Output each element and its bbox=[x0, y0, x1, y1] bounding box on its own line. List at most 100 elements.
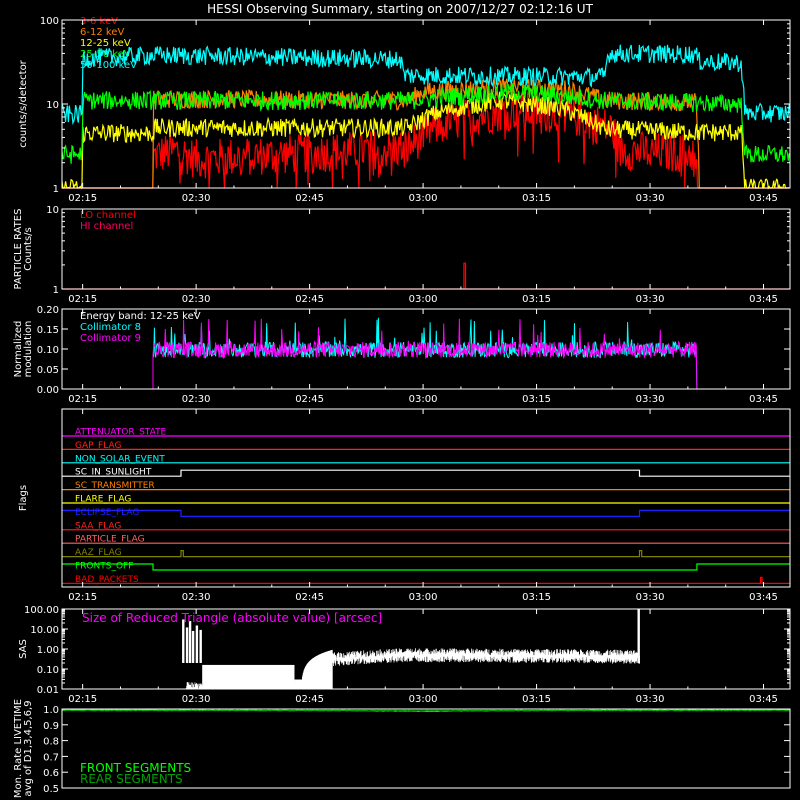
x-tick-label: 02:45 bbox=[295, 294, 324, 305]
flag-label: PARTICLE_FLAG bbox=[75, 535, 145, 545]
x-tick-label: 03:30 bbox=[636, 193, 665, 204]
flag-label: FLARE_FLAG bbox=[75, 495, 131, 505]
panel-flags: ATTENUATOR_STATE GAP_FLAG NON_SOLAR_EVENT S… bbox=[18, 408, 791, 603]
x-tick-label: 03:30 bbox=[636, 394, 665, 405]
x-tick-label: 02:30 bbox=[182, 294, 211, 305]
series-line bbox=[61, 83, 790, 164]
x-tick-label: 03:45 bbox=[749, 394, 778, 405]
series-line bbox=[61, 709, 790, 712]
y-tick-label: 1 bbox=[53, 184, 59, 195]
legend-entry: REAR SEGMENTS bbox=[80, 772, 183, 786]
y-tick-label: 0.00 bbox=[37, 385, 59, 396]
y-tick-label: 1.00 bbox=[37, 645, 59, 656]
legend-entry: Collimator 8 bbox=[80, 322, 141, 333]
x-tick-label: 02:15 bbox=[68, 294, 97, 305]
y-axis-label: Mon. Rate LIVETIME bbox=[13, 699, 24, 798]
legend-entry: 3-6 keV bbox=[80, 16, 118, 27]
flag-line bbox=[62, 576, 790, 584]
legend-entry: 50-100 keV bbox=[80, 60, 137, 71]
series-line bbox=[61, 44, 790, 126]
x-tick-label: 02:30 bbox=[182, 592, 211, 603]
flag-label: AAZ_FLAG bbox=[75, 548, 122, 558]
x-tick-label: 03:30 bbox=[636, 694, 665, 705]
y-axis-label: SAS bbox=[18, 639, 29, 659]
chart-title: HESSI Observing Summary, starting on 200… bbox=[207, 2, 593, 16]
x-tick-label: 03:15 bbox=[522, 294, 551, 305]
y-tick-label: 0.10 bbox=[37, 665, 59, 676]
x-tick-label: 02:15 bbox=[68, 193, 97, 204]
x-tick-label: 03:15 bbox=[522, 193, 551, 204]
flag-label: ECLIPSE_FLAG bbox=[75, 508, 139, 518]
x-tick-label: 03:00 bbox=[409, 193, 438, 204]
x-tick-label: 03:45 bbox=[749, 193, 778, 204]
y-tick-label: 10 bbox=[46, 100, 59, 111]
y-axis-label: PARTICLE RATES bbox=[13, 209, 24, 290]
x-tick-label: 02:45 bbox=[295, 394, 324, 405]
y-tick-label: 10 bbox=[46, 205, 59, 216]
legend-entry: HI channel bbox=[80, 221, 133, 232]
flag-label: GAP_FLAG bbox=[75, 441, 121, 451]
y-tick-label: 10.00 bbox=[30, 625, 59, 636]
flag-label: SC_TRANSMITTER bbox=[75, 481, 155, 491]
x-tick-label: 02:15 bbox=[68, 592, 97, 603]
y-tick-label: 0.20 bbox=[37, 305, 59, 316]
flag-label: SAA_FLAG bbox=[75, 521, 121, 531]
x-tick-label: 02:30 bbox=[182, 694, 211, 705]
y-tick-label: 0.6 bbox=[43, 768, 59, 779]
y-tick-label: 1 bbox=[53, 285, 59, 296]
series-line bbox=[62, 318, 790, 390]
x-tick-label: 02:15 bbox=[68, 694, 97, 705]
series-line bbox=[62, 317, 790, 390]
panel-sas: Size of Reduced Triangle (absolute value… bbox=[18, 605, 791, 705]
y-tick-label: 0.7 bbox=[43, 752, 59, 763]
y-axis-label: modulation bbox=[23, 321, 34, 378]
y-axis-label: Normalized bbox=[13, 321, 24, 378]
flag-line bbox=[62, 550, 790, 558]
y-axis-label: avg of D1,3,4,5,6,9 bbox=[23, 700, 34, 796]
flag-label: BAD_PACKETS bbox=[75, 575, 139, 585]
y-axis-label: Flags bbox=[18, 485, 29, 511]
x-tick-label: 03:45 bbox=[749, 592, 778, 603]
x-tick-label: 03:00 bbox=[409, 394, 438, 405]
series-line bbox=[62, 91, 790, 189]
sas-saturated-block bbox=[202, 664, 295, 689]
legend-entry: 12-25 keV bbox=[80, 38, 131, 49]
y-tick-label: 0.5 bbox=[43, 784, 59, 795]
plot-frame bbox=[61, 408, 791, 588]
y-tick-label: 0.15 bbox=[37, 325, 59, 336]
flag-line bbox=[62, 509, 790, 517]
y-tick-label: 0.10 bbox=[37, 345, 59, 356]
plot-frame bbox=[61, 708, 791, 789]
series-line bbox=[61, 91, 790, 190]
flag-label: NON_SOLAR_EVENT bbox=[75, 454, 165, 464]
x-tick-label: 03:00 bbox=[409, 694, 438, 705]
x-tick-label: 03:00 bbox=[409, 294, 438, 305]
y-tick-label: 100.00 bbox=[24, 605, 59, 616]
x-tick-label: 03:45 bbox=[749, 294, 778, 305]
energy-band-annotation: Energy band: 12-25 keV bbox=[80, 311, 201, 322]
flag-label: FRONTS_OFF bbox=[75, 562, 133, 572]
x-tick-label: 02:45 bbox=[295, 193, 324, 204]
plot-frame bbox=[61, 208, 791, 290]
flag-label: ATTENUATOR_STATE bbox=[75, 428, 167, 438]
x-tick-label: 03:30 bbox=[636, 294, 665, 305]
y-tick-label: 1.0 bbox=[43, 705, 59, 716]
y-tick-label: 0.9 bbox=[43, 721, 59, 732]
x-tick-label: 02:30 bbox=[182, 394, 211, 405]
x-tick-label: 03:15 bbox=[522, 394, 551, 405]
x-tick-label: 03:00 bbox=[409, 592, 438, 603]
x-tick-label: 02:15 bbox=[68, 394, 97, 405]
x-tick-label: 03:45 bbox=[749, 694, 778, 705]
y-tick-label: 0.8 bbox=[43, 737, 59, 748]
y-axis-label: Counts/s bbox=[23, 227, 34, 271]
y-tick-label: 0.05 bbox=[37, 365, 59, 376]
x-tick-label: 03:15 bbox=[522, 592, 551, 603]
sas-annotation: Size of Reduced Triangle (absolute value… bbox=[82, 611, 382, 625]
